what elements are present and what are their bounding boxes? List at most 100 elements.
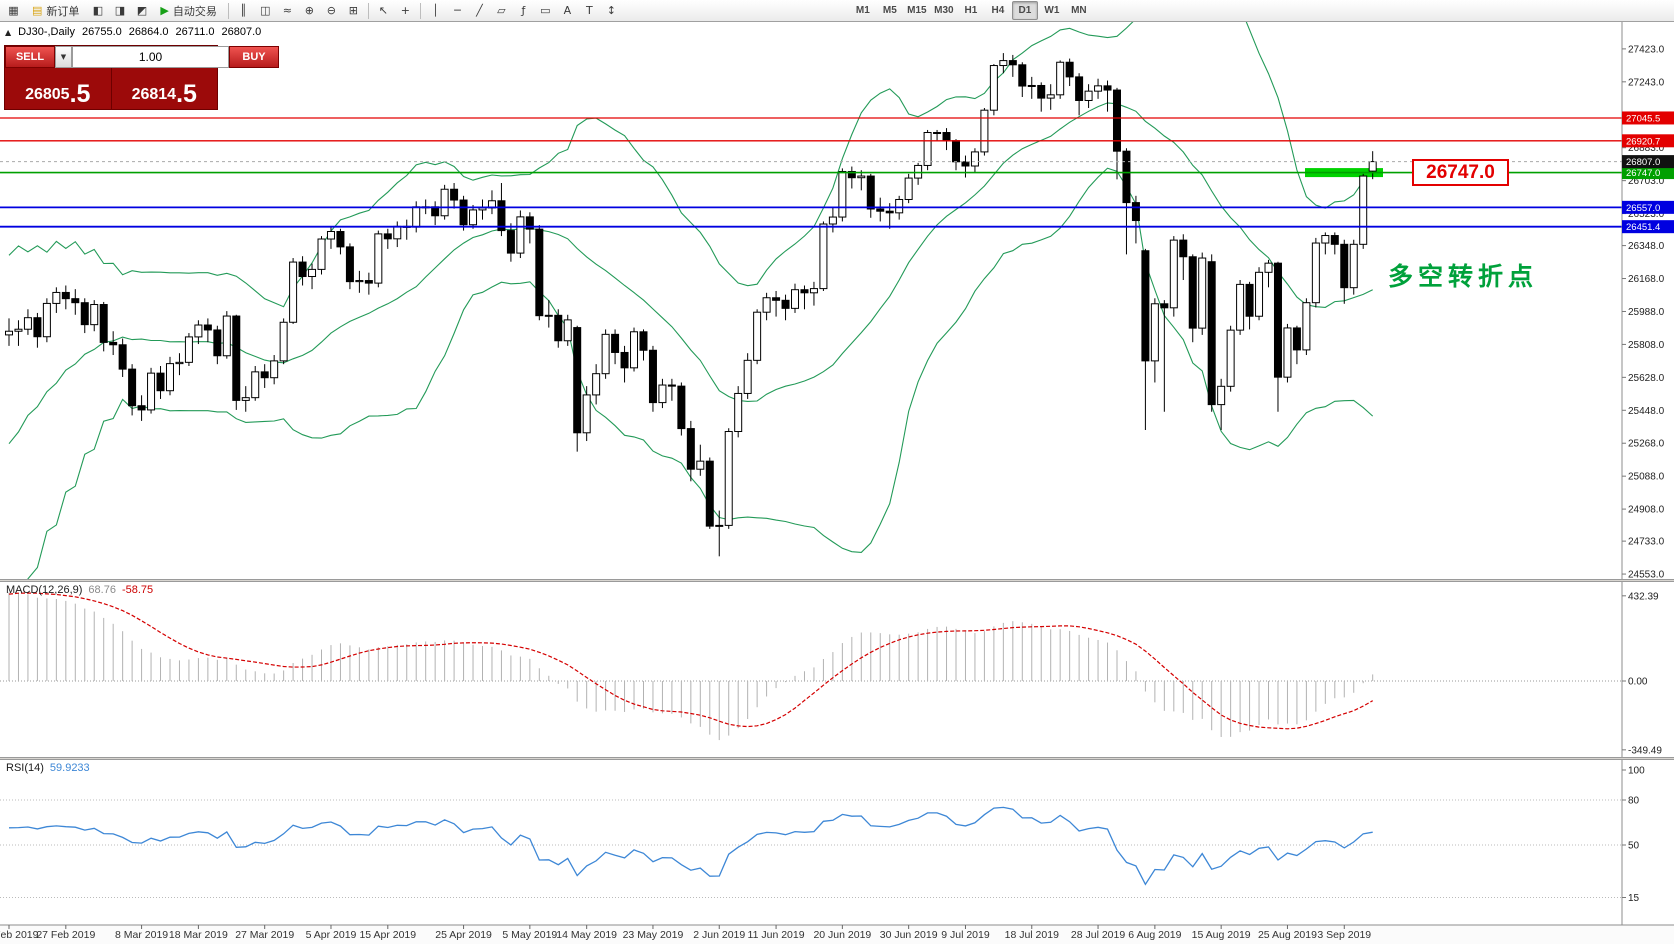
candle-down [1245,283,1254,317]
toolbar-separator [367,2,369,19]
candle-up [734,392,743,433]
candle-up [696,460,705,470]
text-tool-button[interactable]: A [557,1,578,20]
timeframe-h1-button[interactable]: H1 [958,1,984,20]
candle-up [715,524,724,527]
candle-up [1349,243,1358,289]
date-label: 27 Feb 2019 [36,929,95,941]
collapse-trade-panel-icon[interactable]: ▲ [5,27,12,37]
sell-button[interactable]: SELL [5,46,55,68]
timeframe-h4-button[interactable]: H4 [985,1,1011,20]
bollinger-upper-band [8,22,1374,308]
turning-point-annotation[interactable]: 多空转折点 [1388,262,1539,291]
new-order-button[interactable]: ▤ 新订单 [25,1,86,20]
shapes-tool-button[interactable]: ▭ [535,1,556,20]
rsi-axis-label: 100 [1628,766,1645,777]
symbol-period-label: DJ30-,Daily [18,26,76,38]
timeframe-m15-button[interactable]: M15 [904,1,930,20]
price-axis-label: 26883.0 [1628,143,1665,154]
navigator-button[interactable]: ◨ [109,1,130,20]
market-watch-icon: ◧ [92,4,104,17]
candle-down [61,291,70,300]
toolbar-separator [227,2,229,19]
candle-up [809,288,818,294]
buy-button[interactable]: BUY [229,46,279,68]
candle-up [1046,94,1055,99]
zoom-in-button[interactable]: ⊕ [299,1,320,20]
candle-down [648,349,657,404]
candle-down [1065,61,1074,78]
timeframe-m5-button[interactable]: M5 [877,1,903,20]
timeframe-m30-button[interactable]: M30 [931,1,957,20]
candle-up [923,132,932,166]
autotrading-button[interactable]: ▶ 自动交易 [153,1,223,20]
price-tag-27045.5: 27045.5 [1622,111,1674,125]
candle-up [326,231,335,240]
candle-up [42,302,51,338]
macd-name: MACD(12,26,9) [6,584,83,596]
candle-up [1094,85,1103,92]
pane-separator[interactable] [0,579,1674,582]
candle-up [980,109,989,153]
candlestick-chart-button[interactable]: ◫ [255,1,276,20]
candle-up [374,233,383,284]
label-tool-icon: T [586,4,593,17]
crosshair-button[interactable]: + [395,1,416,20]
candle-up [1084,90,1093,101]
fibonacci-tool-button[interactable]: ƒ [513,1,534,20]
tile-windows-button[interactable]: ⊞ [343,1,364,20]
price-axis-label: 27243.0 [1628,77,1665,88]
new-chart-button[interactable]: ▦ [3,1,24,20]
terminal-button[interactable]: ◩ [131,1,152,20]
cursor-button[interactable]: ↖ [373,1,394,20]
ohlc-open: 26755.0 [82,26,122,38]
label-tool-button[interactable]: T [579,1,600,20]
arrows-tool-button[interactable]: ↕ [601,1,622,20]
market-watch-button[interactable]: ◧ [87,1,108,20]
vertical-line-tool-button[interactable]: │ [425,1,446,20]
price-axis-label: 26703.0 [1628,176,1665,187]
candle-down [961,161,970,167]
lot-dropdown-button[interactable]: ▼ [55,46,72,68]
candle-up [658,384,667,404]
timeframe-w1-button[interactable]: W1 [1039,1,1065,20]
date-label: 30 Jun 2019 [880,929,938,941]
lot-size-input[interactable] [72,46,229,68]
sell-price[interactable]: 26805 .5 [5,68,112,109]
channel-tool-button[interactable]: ▱ [491,1,512,20]
horizontal-line-tool-icon: ─ [454,4,461,17]
timeframe-d1-button[interactable]: D1 [1011,1,1038,20]
price-annotation-box[interactable]: 26747.0 [1412,159,1509,186]
candle-up [222,315,231,357]
price-axis-label: 26348.0 [1628,241,1665,252]
macd-pane: 432.39 0.00 -349.49 [0,591,1662,756]
candle-down [554,314,563,342]
time-axis[interactable] [0,925,1674,944]
chart-canvas: 27423.027243.027063.026883.026703.026523… [0,22,1674,944]
candle-up [838,170,847,218]
candle-down [705,460,714,527]
buy-price[interactable]: 26814 .5 [112,68,218,109]
horizontal-line-tool-button[interactable]: ─ [447,1,468,20]
price-axis-label: 26168.0 [1628,274,1665,285]
candle-up [933,132,942,135]
candle-down [213,329,222,357]
timeframe-m1-button[interactable]: M1 [850,1,876,20]
pane-separator[interactable] [0,757,1674,760]
line-chart-button[interactable]: ≈ [277,1,298,20]
candle-up [516,216,525,254]
candle-down [128,368,137,407]
candle-up [601,333,610,375]
date-label: 11 Jun 2019 [748,929,805,941]
candle-up [184,336,193,363]
candle-up [1236,283,1245,331]
trendline-tool-button[interactable]: ╱ [469,1,490,20]
zoom-out-button[interactable]: ⊖ [321,1,342,20]
candle-up [90,304,99,326]
date-label: 3 Sep 2019 [1317,929,1371,941]
candle-down [1141,250,1150,362]
bar-chart-button[interactable]: ║ [233,1,254,20]
candle-down [1112,89,1121,152]
candle-up [14,328,23,332]
timeframe-mn-button[interactable]: MN [1066,1,1092,20]
